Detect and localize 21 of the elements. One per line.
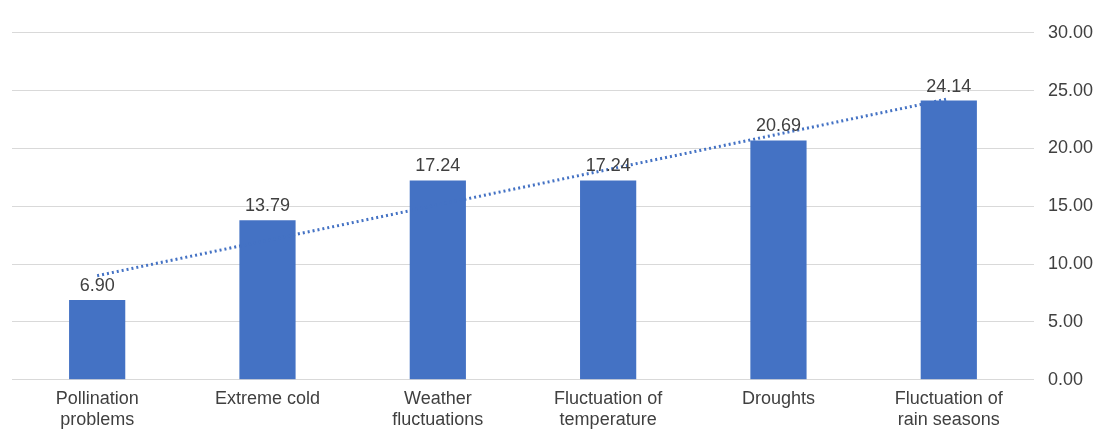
data-label: 6.90 <box>79 274 115 295</box>
x-tick-label: Fluctuation of rain seasons <box>894 387 1004 430</box>
y-tick-label: 15.00 <box>1047 195 1093 216</box>
data-label: 24.14 <box>926 75 972 96</box>
data-label: 20.69 <box>755 115 801 136</box>
y-tick-label: 0.00 <box>1047 368 1083 389</box>
data-label: 13.79 <box>244 195 291 216</box>
x-tick-label: Pollination problems <box>55 387 139 430</box>
x-tick-label: Weather fluctuations <box>392 387 484 430</box>
y-tick-label: 25.00 <box>1047 79 1093 100</box>
x-tick-label: Droughts <box>741 387 815 408</box>
y-tick-label: 10.00 <box>1047 253 1093 274</box>
bar <box>69 299 126 380</box>
x-tick-label: Fluctuation of temperature <box>554 387 664 430</box>
data-label: 17.24 <box>585 155 631 176</box>
y-tick-label: 20.00 <box>1047 137 1093 158</box>
y-tick-label: 30.00 <box>1047 21 1093 42</box>
bar <box>580 180 637 380</box>
data-label: 17.24 <box>415 155 461 176</box>
y-tick-label: 5.00 <box>1047 310 1083 331</box>
x-tick-label: Extreme cold <box>214 387 321 408</box>
